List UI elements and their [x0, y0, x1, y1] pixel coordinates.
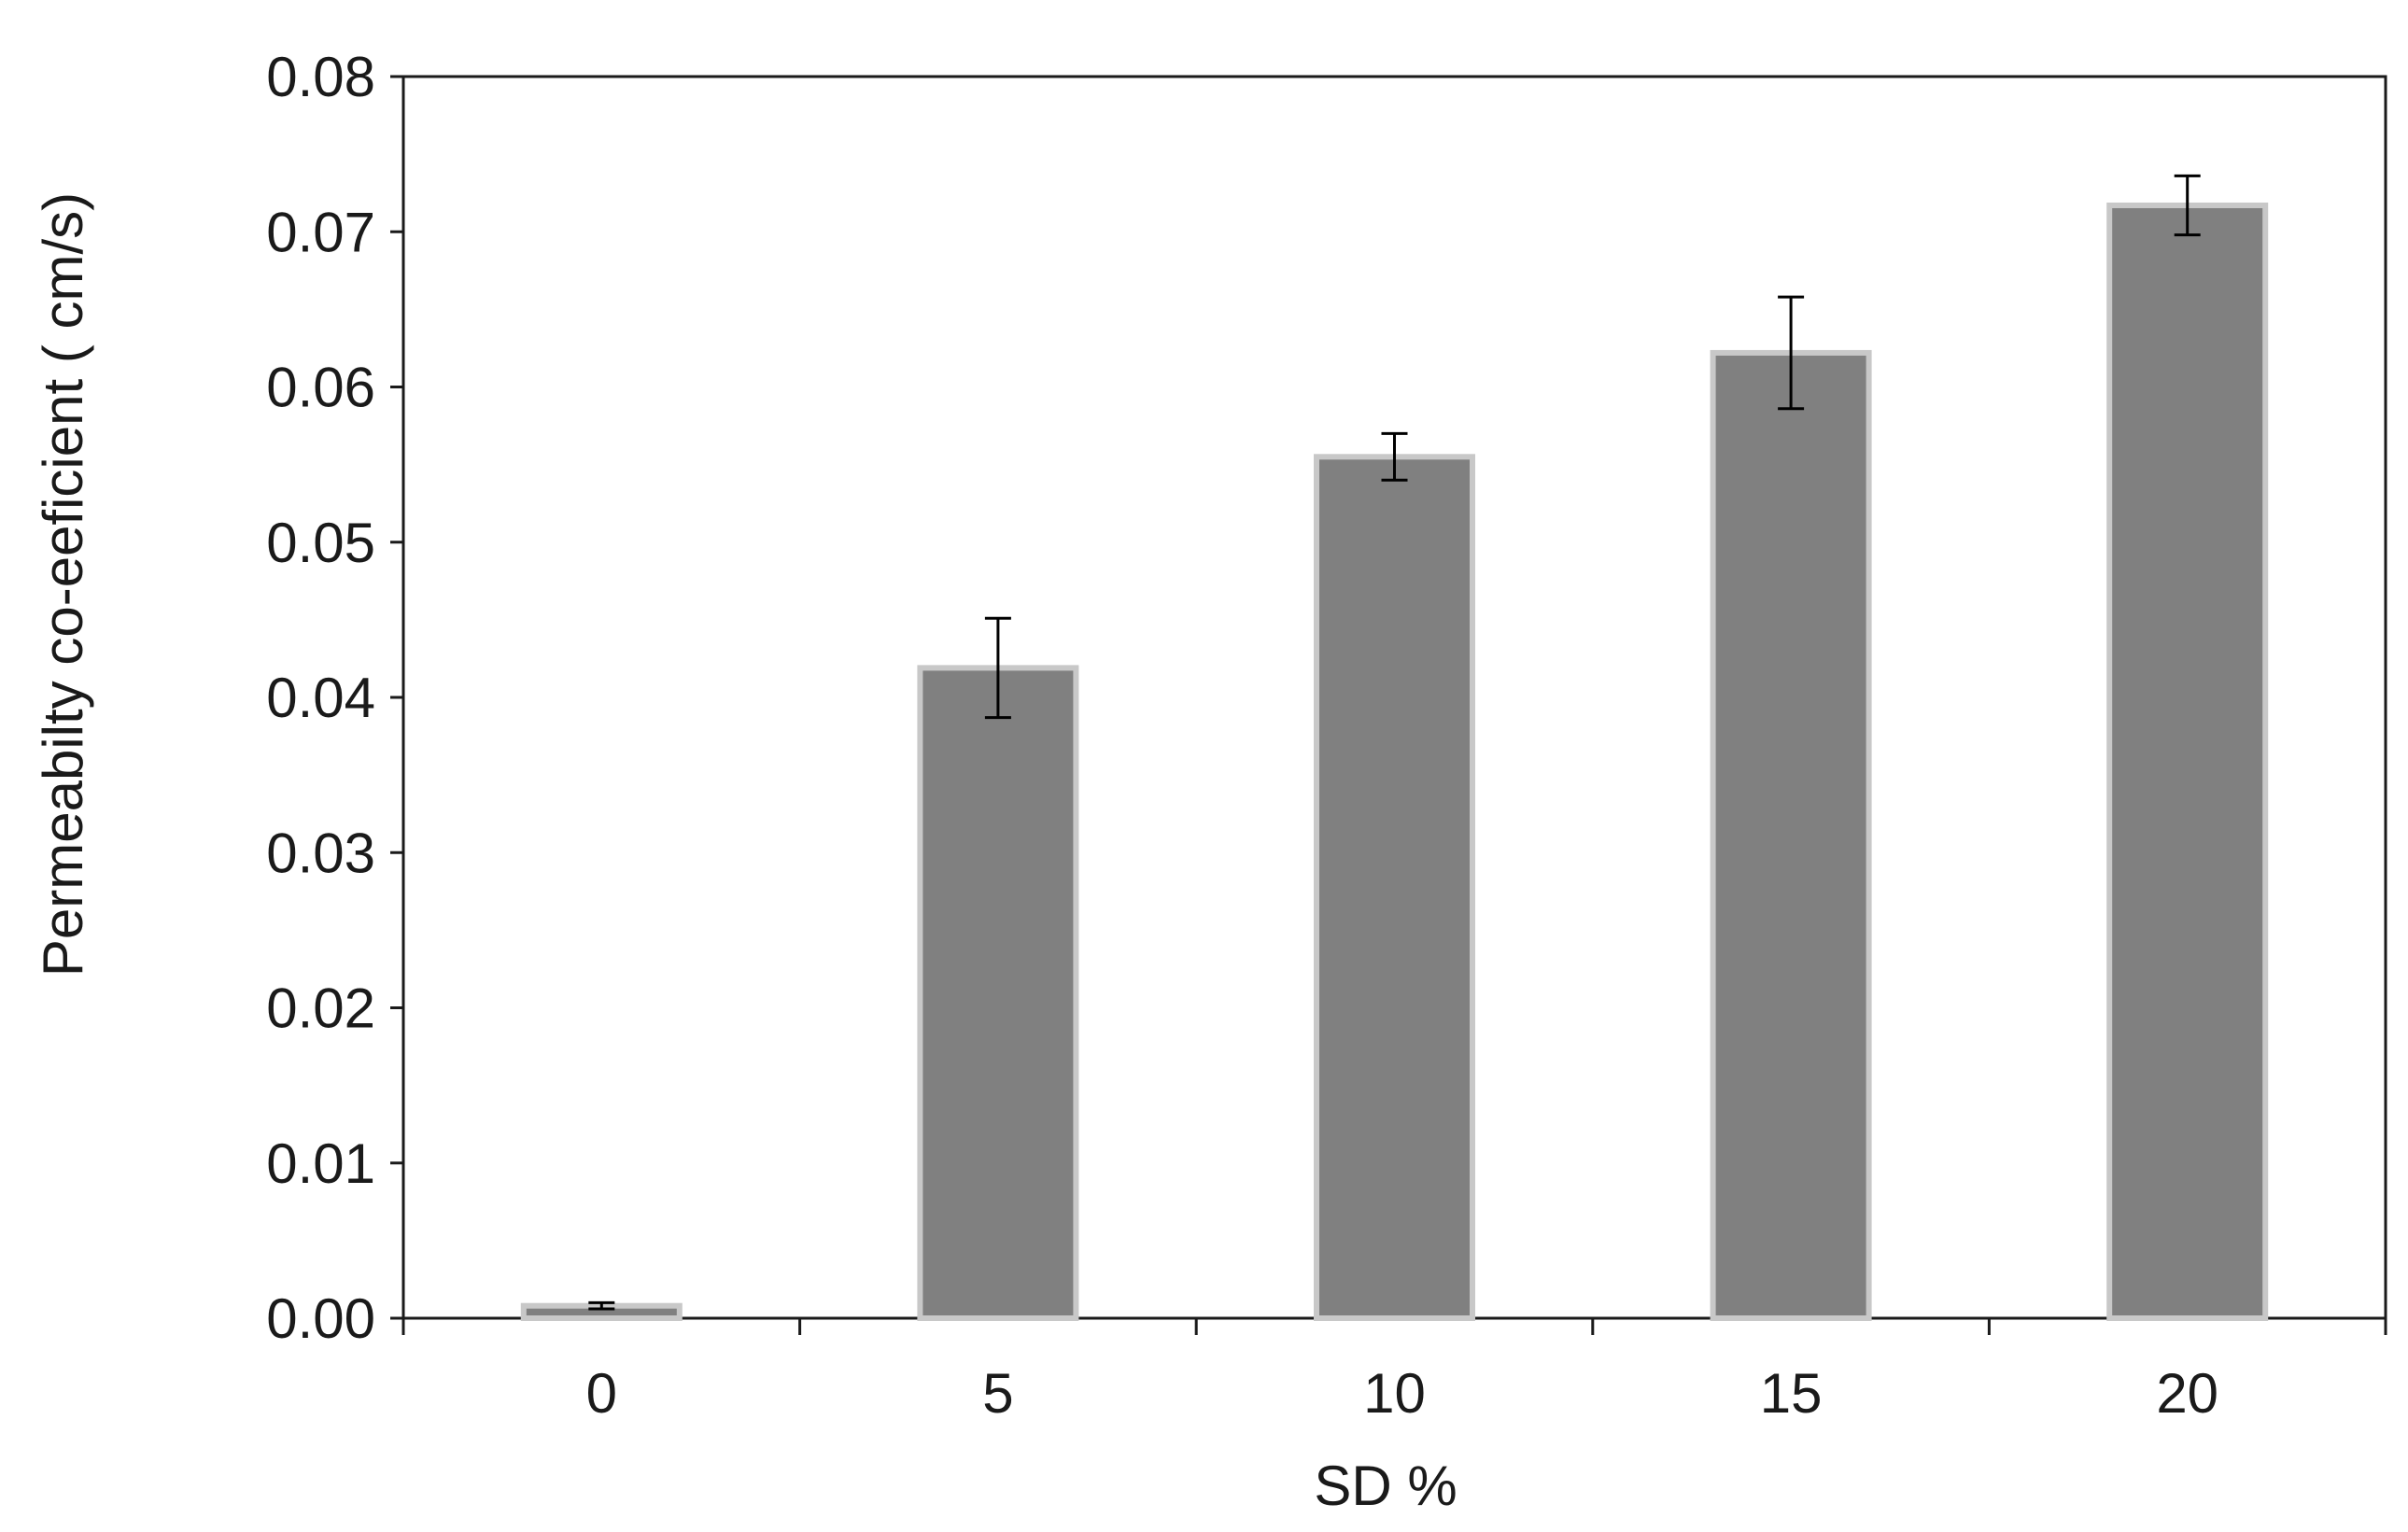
- axes-group: [390, 75, 2387, 1335]
- x-axis-title: SD %: [1314, 1455, 1457, 1517]
- error-bars-group: [588, 174, 2201, 1311]
- y-tick-label: 0.06: [266, 357, 375, 419]
- x-tick-labels: 0 5 10 15 20: [586, 1362, 2218, 1425]
- y-tick-label: 0.04: [266, 667, 375, 729]
- x-tick-label: 10: [1363, 1362, 1426, 1425]
- y-axis-title: Permeabilty co-eeficient ( cm/s): [32, 192, 94, 977]
- error-bar-20: [2174, 174, 2201, 237]
- y-tick-label: 0.08: [266, 46, 375, 108]
- bar-10: [1314, 454, 1475, 1321]
- x-tick-label: 20: [2156, 1362, 2218, 1425]
- bar-5: [917, 665, 1079, 1321]
- y-tick-label: 0.00: [266, 1287, 375, 1350]
- x-tick-label: 5: [982, 1362, 1013, 1425]
- y-tick-label: 0.05: [266, 512, 375, 574]
- y-tick-label: 0.01: [266, 1132, 375, 1195]
- y-tick-label: 0.02: [266, 977, 375, 1040]
- bar-15: [1710, 349, 1872, 1321]
- bar-20: [2106, 202, 2269, 1321]
- x-tick-label: 15: [1760, 1362, 1823, 1425]
- bars-group: [520, 202, 2269, 1321]
- x-tick-label: 0: [586, 1362, 617, 1425]
- y-tick-label: 0.03: [266, 822, 375, 884]
- y-tick-label: 0.07: [266, 201, 375, 263]
- error-bar-15: [1778, 295, 1805, 411]
- error-bar-5: [984, 616, 1011, 720]
- error-bar-0: [588, 1300, 615, 1311]
- error-bar-10: [1381, 431, 1408, 482]
- y-tick-labels: 0.00 0.01 0.02 0.03 0.04 0.05 0.06 0.07 0.08: [266, 46, 375, 1350]
